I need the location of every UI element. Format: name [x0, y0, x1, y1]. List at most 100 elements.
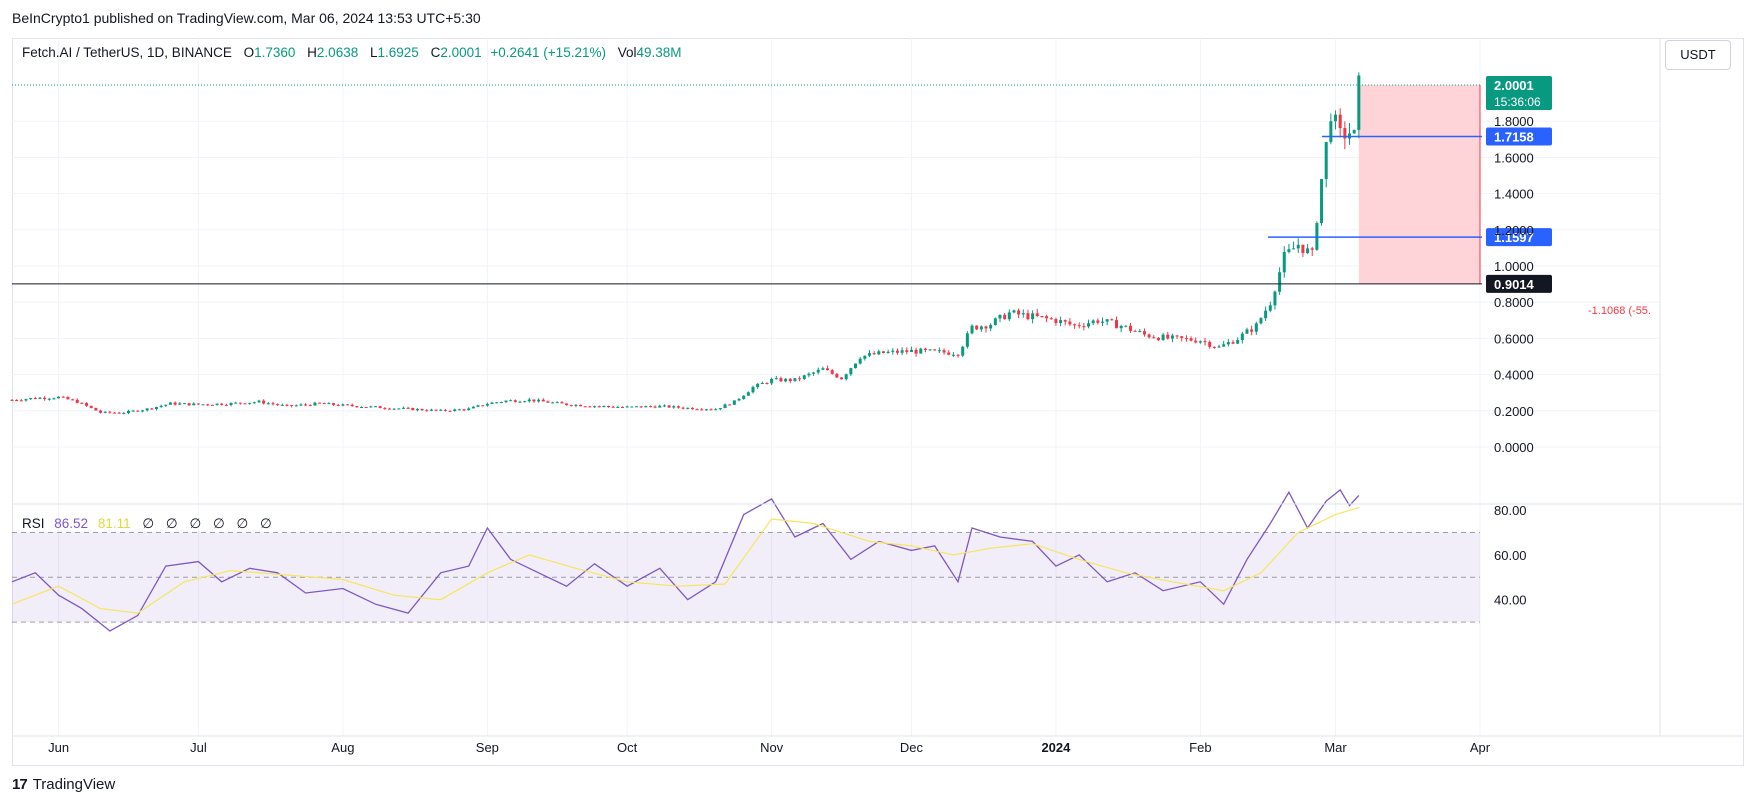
candle-body — [420, 409, 424, 411]
candle — [1128, 323, 1132, 334]
candle-body — [103, 411, 107, 413]
candle-body — [1324, 142, 1328, 179]
candle — [1203, 337, 1207, 346]
candle-body — [686, 407, 690, 409]
candle-body — [989, 324, 993, 329]
rsi-name[interactable]: RSI — [22, 516, 45, 531]
candle — [308, 404, 312, 407]
candle — [164, 404, 168, 407]
candle-body — [108, 411, 112, 413]
candle-body — [1198, 341, 1202, 343]
candle-body — [672, 406, 676, 408]
candle — [1343, 121, 1347, 150]
candle-body — [1128, 325, 1132, 331]
time-tick-label: Mar — [1324, 740, 1347, 755]
candle — [1082, 322, 1086, 331]
candle — [206, 403, 210, 407]
tradingview-logo-icon[interactable]: 17 — [12, 776, 28, 793]
candle — [942, 348, 946, 355]
candle — [420, 408, 424, 411]
candle — [1334, 110, 1338, 130]
candle-body — [574, 404, 578, 406]
rsi-ma-line — [11, 507, 1359, 614]
candle-body — [1245, 329, 1249, 334]
price-level-value: 1.1597 — [1494, 230, 1534, 245]
candle-body — [1343, 128, 1347, 139]
candle-body — [704, 409, 708, 411]
rsi-pane — [11, 488, 1480, 632]
candle — [439, 409, 443, 411]
candle — [919, 347, 923, 354]
candle-body — [453, 409, 457, 412]
candle — [387, 407, 391, 410]
candle — [89, 405, 93, 409]
candle — [103, 411, 107, 414]
candle-body — [583, 406, 587, 408]
rsi-ma-value: 81.11 — [97, 516, 131, 531]
candle-body — [10, 399, 14, 401]
candle-body — [178, 403, 182, 405]
candle — [648, 405, 652, 408]
price-level-value: 1.7158 — [1494, 129, 1534, 144]
candle-body — [914, 349, 918, 354]
time-tick-label: Nov — [760, 740, 784, 755]
footer-brand[interactable]: TradingView — [32, 776, 116, 793]
candle — [695, 408, 699, 411]
candle — [821, 366, 825, 370]
candle — [220, 402, 224, 406]
candle-body — [1091, 320, 1095, 324]
candle — [15, 399, 19, 402]
candle-body — [681, 407, 685, 409]
candle-body — [392, 408, 396, 410]
currency-button[interactable]: USDT — [1665, 40, 1731, 70]
candle — [849, 367, 853, 377]
candle-body — [406, 407, 410, 409]
price-tick-label: 1.0000 — [1494, 259, 1534, 274]
candle-body — [616, 406, 620, 408]
high-value: 2.0638 — [316, 45, 359, 60]
candle-body — [756, 383, 760, 388]
candle — [574, 404, 578, 408]
price-level-tag — [1486, 75, 1552, 110]
candle-body — [369, 406, 373, 408]
candle — [863, 355, 867, 361]
candle — [867, 350, 871, 358]
candle-body — [975, 325, 979, 330]
volume-value: 49.38M — [636, 45, 682, 60]
candle-body — [117, 412, 121, 414]
candle-body — [350, 404, 354, 407]
candle-body — [457, 409, 461, 411]
candle — [1315, 221, 1319, 251]
candle — [765, 382, 769, 385]
risk-zone: -1.1068 (-55. — [1358, 84, 1651, 317]
candle-body — [863, 355, 867, 359]
candle-body — [1273, 291, 1277, 306]
candle — [756, 383, 760, 389]
price-level-tag — [1486, 228, 1552, 247]
candle-body — [667, 405, 671, 408]
candle-body — [1231, 342, 1235, 344]
candle — [350, 403, 354, 407]
candle — [1035, 308, 1039, 317]
candle-body — [248, 402, 252, 404]
candle-body — [425, 410, 429, 412]
candle — [131, 409, 135, 412]
candle-body — [588, 406, 592, 408]
candle-body — [760, 383, 764, 385]
candle — [355, 405, 359, 408]
candle-body — [779, 378, 783, 382]
candle-body — [1114, 320, 1118, 329]
candle-body — [746, 392, 750, 396]
candle-body — [476, 405, 480, 407]
rsi-placeholder: ∅ — [142, 516, 155, 531]
candle — [746, 391, 750, 396]
symbol-name[interactable]: Fetch.AI / TetherUS, 1D, BINANCE — [22, 45, 232, 60]
candle — [471, 406, 475, 409]
price-series — [10, 72, 1361, 415]
candle — [94, 407, 98, 411]
publisher-line: BeInCrypto1 published on TradingView.com… — [12, 10, 481, 26]
candle — [639, 406, 643, 408]
candle — [1250, 325, 1254, 336]
axes-labels: 0.0000 0.2000 0.4000 0.6000 0.8000 1.0000 1.20… — [48, 114, 1534, 755]
